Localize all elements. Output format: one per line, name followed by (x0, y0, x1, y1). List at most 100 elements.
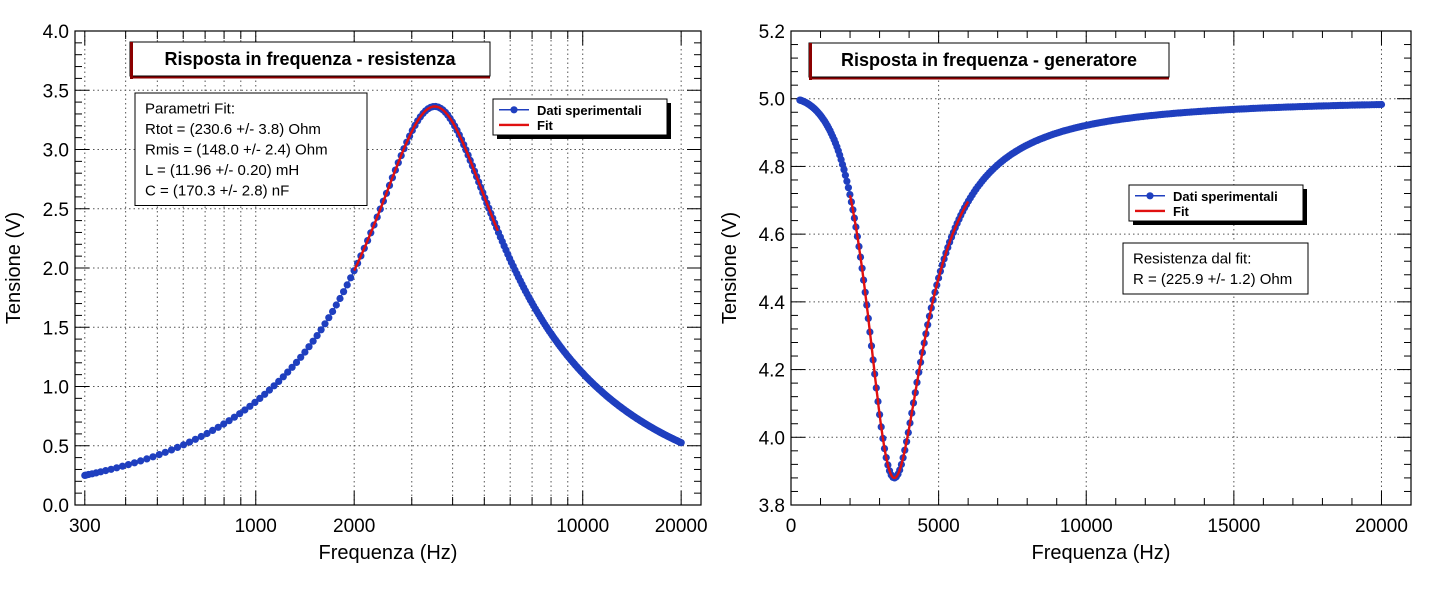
legend-marker-dati (510, 106, 518, 114)
data-point (336, 294, 344, 303)
x-tick-label: 2000 (333, 516, 375, 537)
legend-label-fit: Fit (537, 118, 554, 133)
chart-generatore: 3.8 4.0 4.2 4.4 4.6 4.8 5.0 5.2 0 5000 10000 15000 2… (720, 22, 1412, 564)
data-point (143, 455, 151, 463)
y-tick-label: 4.8 (759, 157, 785, 178)
data-point (124, 461, 132, 469)
data-point (313, 332, 321, 340)
title-box-shadow-left (809, 43, 812, 80)
data-point (191, 435, 199, 443)
data-point (332, 301, 340, 309)
data-point (844, 184, 852, 192)
y-tick-label: 0.0 (43, 496, 69, 517)
data-point (155, 451, 163, 459)
data-point (677, 439, 685, 447)
data-point (203, 429, 211, 438)
legend-box (492, 98, 668, 136)
y-tick-label: 4.4 (759, 293, 786, 314)
x-tick-label: 15000 (1207, 516, 1260, 537)
grid-lines (791, 31, 1411, 505)
data-point (137, 457, 145, 465)
data-point (209, 426, 217, 434)
legend-label-fit: Fit (1173, 204, 1190, 219)
x-tick-label: 20000 (655, 516, 708, 537)
y-tick-label: 3.5 (43, 81, 69, 102)
data-point (292, 358, 301, 366)
data-point (325, 314, 333, 322)
stats-line: C = (170.3 +/- 2.8) nF (145, 183, 289, 200)
stats-box (134, 92, 368, 206)
data-point (256, 394, 264, 402)
stats-header: Parametri Fit: (145, 101, 235, 118)
data-point (347, 274, 355, 282)
stats-line: Rmis = (148.0 +/- 2.4) Ohm (145, 142, 328, 159)
legend-box (1128, 184, 1304, 222)
data-point (251, 398, 259, 406)
data-point (329, 307, 337, 316)
data-point (167, 446, 176, 454)
x-tick-label: 20000 (1355, 516, 1408, 537)
y-tick-label: 5.2 (759, 22, 785, 43)
data-point (246, 402, 254, 410)
legend-label-dati: Dati sperimentali (1173, 189, 1278, 204)
data-point (275, 377, 283, 385)
legend-label-dati: Dati sperimentali (537, 103, 642, 118)
stats-line: L = (11.96 +/- 0.20) mH (145, 162, 299, 179)
data-point (149, 453, 157, 461)
data-point (102, 467, 110, 475)
data-point (214, 423, 222, 431)
x-axis-title: Frequenza (Hz) (1032, 542, 1171, 564)
data-point (340, 288, 348, 296)
ticks (790, 30, 1411, 506)
y-tick-label: 1.5 (43, 318, 69, 339)
data-point (301, 348, 309, 356)
x-tick-label: 10000 (1060, 516, 1113, 537)
y-axis-title: Tensione (V) (720, 212, 741, 324)
y-axis-title: Tensione (V) (3, 212, 25, 324)
x-tick-label: 1000 (235, 516, 277, 537)
x-tick-label: 10000 (556, 516, 609, 537)
data-point (284, 368, 292, 376)
legend-marker-dati (1146, 192, 1154, 200)
ticks (75, 30, 701, 506)
data-point (118, 462, 127, 470)
data-point (309, 337, 317, 345)
data-point (265, 386, 273, 394)
data-point (279, 373, 287, 381)
stats-box (1122, 242, 1309, 295)
data-point (197, 432, 205, 441)
data-point (840, 166, 848, 174)
title-box (808, 42, 1170, 78)
title-box (129, 41, 491, 77)
data-point (305, 343, 313, 351)
data-point (230, 413, 238, 421)
title-box-shadow-left (130, 42, 133, 79)
y-tick-label: 4.0 (43, 22, 69, 43)
stats-line: Rtot = (230.6 +/- 3.8) Ohm (145, 121, 321, 138)
y-tick-label: 4.6 (759, 225, 785, 246)
y-tick-label: 1.0 (43, 378, 69, 399)
data-point (1377, 100, 1386, 109)
data-point (317, 326, 325, 334)
data-point (113, 464, 121, 472)
y-tick-label: 4.0 (759, 428, 785, 449)
data-point (236, 410, 244, 418)
data-point (185, 438, 194, 446)
data-point (161, 448, 169, 456)
data-point (297, 353, 305, 361)
data-point (843, 177, 851, 185)
data-point (241, 406, 249, 414)
y-tick-label: 0.5 (43, 437, 69, 458)
data-point (841, 171, 849, 179)
x-axis-title: Frequenza (Hz) (319, 542, 458, 564)
data-point (180, 441, 188, 449)
data-point (261, 390, 269, 398)
y-tick-label: 2.5 (43, 200, 69, 221)
data-point (343, 281, 351, 289)
chart-resistenza: 0.0 0.5 1.0 1.5 2.0 2.5 3.0 3.5 4.0 300 1000 2000 10… (3, 22, 708, 564)
data-point (173, 443, 182, 451)
data-point (321, 320, 329, 328)
data-point (220, 420, 228, 428)
data-point (225, 417, 233, 425)
y-tick-label: 3.0 (43, 141, 69, 162)
